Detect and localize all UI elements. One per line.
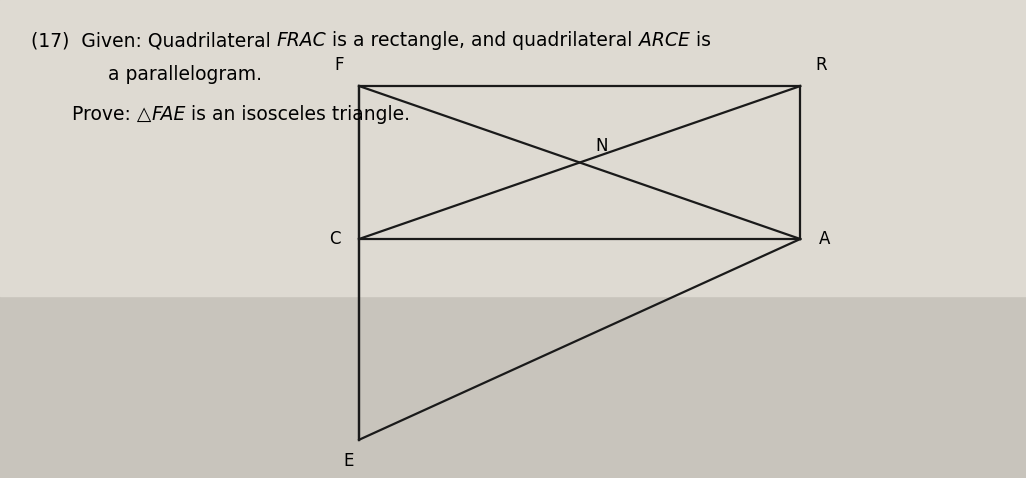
Text: R: R (816, 56, 827, 74)
Text: ARCE: ARCE (638, 31, 689, 50)
Text: Prove: △: Prove: △ (72, 105, 151, 124)
Text: is an isosceles triangle.: is an isosceles triangle. (186, 105, 410, 124)
Text: is a rectangle, and quadrilateral: is a rectangle, and quadrilateral (326, 31, 638, 50)
Text: F: F (334, 56, 344, 74)
Text: FRAC: FRAC (277, 31, 326, 50)
Text: N: N (595, 137, 607, 155)
Text: FAE: FAE (151, 105, 186, 124)
Text: a parallelogram.: a parallelogram. (108, 65, 262, 84)
Text: E: E (344, 452, 354, 470)
Text: A: A (819, 230, 830, 248)
Bar (0, 0, 1026, 296)
Text: (17)  Given: Quadrilateral: (17) Given: Quadrilateral (31, 31, 277, 50)
Text: is: is (689, 31, 711, 50)
Text: C: C (329, 230, 341, 248)
